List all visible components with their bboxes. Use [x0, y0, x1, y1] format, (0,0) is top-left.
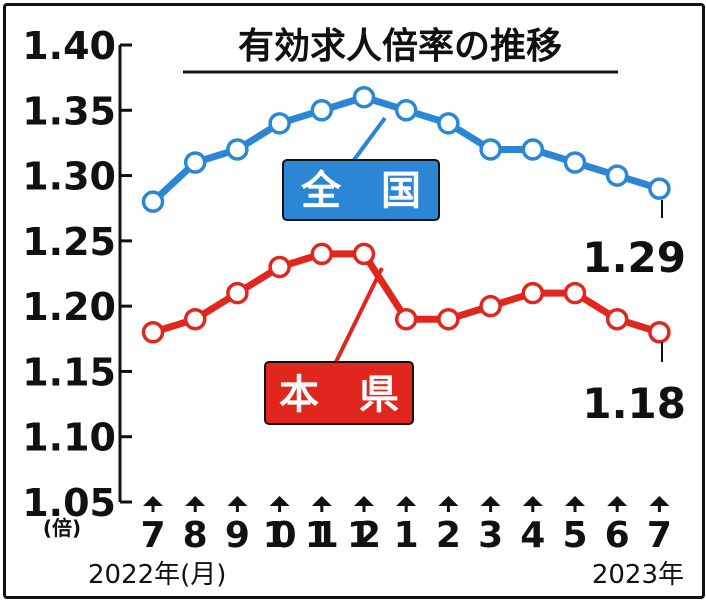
series-point: [226, 281, 249, 305]
series-point: [479, 294, 502, 318]
x-tick-group: 7 8 9 10 11 12 1 2 3 4 5 6 7: [140, 496, 672, 556]
series-layer: [141, 85, 671, 344]
year-start-label: 2022年(月): [88, 560, 226, 590]
series-point: [310, 242, 334, 266]
x-tick-label: 7: [647, 515, 672, 556]
y-tick-label: 1.30: [22, 155, 116, 199]
series-point: [563, 151, 587, 174]
series-point: [479, 138, 502, 161]
series-point: [605, 164, 629, 187]
y-tick-label: 1.15: [22, 350, 116, 394]
series-point: [437, 307, 460, 331]
series-point: [141, 321, 165, 344]
legend-prefecture-leader: [330, 267, 384, 371]
x-tick-label: 8: [183, 515, 208, 556]
x-tick-label: 1: [394, 515, 419, 556]
series-1: [141, 242, 671, 344]
x-tick-marker: [396, 496, 417, 506]
series-point: [394, 99, 418, 122]
legend-national-label: 全 国: [300, 168, 421, 214]
y-tick-label: 1.35: [22, 89, 116, 133]
series-point: [183, 151, 207, 174]
y-tick-label: 1.20: [22, 285, 116, 329]
x-tick-marker: [649, 496, 670, 506]
series-point: [437, 112, 460, 135]
x-tick-marker: [185, 496, 206, 506]
y-tick-label: 1.25: [22, 220, 116, 264]
y-tick-label: 1.10: [22, 416, 116, 460]
series-point: [268, 112, 291, 135]
x-tick-marker: [354, 496, 374, 506]
x-tick-label: 5: [562, 515, 587, 556]
series-point: [521, 138, 545, 161]
x-tick-label: 6: [605, 515, 630, 556]
series-point: [648, 177, 671, 200]
series-point: [605, 307, 629, 331]
series-point: [352, 242, 376, 266]
end-label-national: 1.29: [582, 233, 686, 282]
x-tick-label: 11: [305, 515, 339, 556]
x-tick-label: 9: [225, 515, 250, 556]
series-point: [648, 321, 671, 344]
x-tick-marker: [311, 496, 332, 506]
x-tick-label: 12: [347, 515, 381, 556]
x-tick-marker: [565, 496, 585, 506]
series-point: [183, 307, 207, 331]
x-tick-label: 2: [436, 515, 461, 556]
legend-prefecture-label: 本 県: [279, 372, 399, 418]
series-point: [141, 190, 165, 213]
series-0: [141, 85, 671, 213]
x-tick-marker: [438, 496, 459, 506]
legend-national-box: [282, 159, 440, 221]
y-tick-group: 1.40 1.35 1.30 1.25 1.20 1.15 1.10 1.05: [22, 24, 132, 525]
x-tick-label: 7: [140, 515, 165, 556]
series-point: [394, 307, 418, 331]
legend-prefecture-box: [264, 361, 414, 425]
x-tick-label: 10: [263, 515, 297, 556]
year-end-label: 2023年: [592, 560, 684, 590]
x-tick-marker: [227, 496, 248, 506]
x-tick-marker: [480, 496, 501, 506]
series-point: [563, 281, 587, 305]
series-point: [226, 138, 249, 161]
x-tick-label: 3: [478, 515, 503, 556]
series-point: [268, 255, 291, 279]
y-tick-label: 1.05: [22, 481, 116, 525]
x-tick-marker: [143, 496, 163, 506]
end-label-prefecture: 1.18: [582, 379, 686, 428]
y-axis-label: (倍): [43, 516, 81, 540]
x-tick-marker: [269, 496, 290, 506]
y-tick-label: 1.40: [22, 24, 116, 68]
series-point: [521, 281, 545, 305]
x-tick-label: 4: [520, 515, 545, 556]
x-tick-marker: [522, 496, 543, 506]
series-point: [310, 99, 334, 122]
x-tick-marker: [607, 496, 628, 506]
series-point: [352, 85, 376, 109]
chart-title: 有効求人倍率の推移: [238, 26, 562, 67]
